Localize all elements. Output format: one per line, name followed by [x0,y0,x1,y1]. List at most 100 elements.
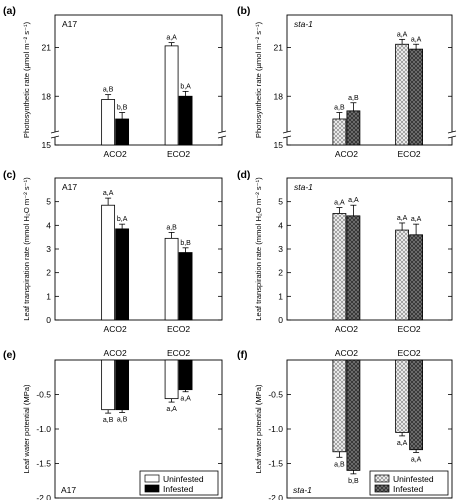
significance-label: a,B [334,105,345,112]
bar-infested-eco2 [409,48,424,146]
y-tick-label: -1.5 [268,459,283,469]
bar-uninfested-eco2 [164,359,179,400]
significance-label: a,A [166,406,177,413]
y-tick-label: 15 [274,140,284,150]
axis-break-mark [217,130,227,134]
bar-infested-eco2 [178,252,193,321]
significance-label: b,B [117,105,128,112]
significance-label: a,A [397,440,408,447]
significance-label: a,B [103,417,114,424]
y-axis-label: Photosynthetic rate (µmol m⁻² s⁻¹) [254,21,263,138]
y-tick-label: -1.0 [268,424,283,434]
y-tick-label: 21 [42,43,52,53]
y-tick-label: 0 [278,315,283,325]
axis-break-mark [447,135,457,139]
significance-label: a,A [411,36,422,43]
category-label: ECO2 [398,324,421,334]
axis-break-gap [283,132,291,137]
panel-tag: (b) [237,5,250,17]
genotype-label: A17 [61,485,76,495]
y-tick-label: -2.0 [36,493,51,500]
axis-break-mark [50,130,60,134]
panel-tag: (d) [237,169,250,181]
panel-a: (a) Photosynthetic rate (µmol m⁻² s⁻¹) 15 1… [3,5,227,159]
plot-frame [286,177,453,321]
category-label: ACO2 [335,348,358,358]
y-tick-label: -0.5 [36,390,51,400]
significance-label: a,B [166,224,177,231]
bar-infested-aco2 [115,228,130,321]
legend-label-uninfested: Uninfested [163,474,204,484]
y-tick-label: 4 [278,220,283,230]
bar-infested-aco2 [115,359,130,411]
genotype-label: sta-1 [294,182,313,192]
bar-uninfested-aco2 [101,359,116,411]
y-tick-label: 1 [46,291,51,301]
y-axis-label: Photosynthetic rate (µmol m⁻² s⁻¹) [22,21,31,138]
y-tick-label: 2 [278,268,283,278]
bar-uninfested-eco2 [395,229,410,321]
axis-break-gap [51,132,59,137]
panel-b: (b) Photosynthetic rate (µmol m⁻² s⁻¹) 15 1… [237,5,457,159]
bar-uninfested-eco2 [164,45,179,146]
category-label: ACO2 [104,149,127,159]
y-tick-label: 3 [278,244,283,254]
significance-label: b,B [348,478,359,485]
legend-swatch-uninfested [374,474,390,483]
y-tick-label: 4 [46,220,51,230]
category-label: ECO2 [167,324,190,334]
bar-uninfested-eco2 [164,237,179,321]
panel-d: (d) Leaf transpiration rate (mmol H₂O m⁻²… [237,169,453,334]
significance-label: a,B [348,95,359,102]
y-tick-label: -1.5 [36,459,51,469]
panel-f: (f) Leaf water potential (MPa) -2.0 -1.5 -1.… [237,348,453,500]
bar-infested-aco2 [346,359,361,471]
significance-label: a,A [411,456,422,463]
y-tick-label: 15 [42,140,52,150]
significance-label: b,A [117,216,128,223]
legend-swatch-infested [144,484,160,493]
y-tick-label: 1 [278,291,283,301]
axis-break-gap [218,132,226,137]
panel-tag: (e) [3,349,16,361]
y-axis-label: Leaf transpiration rate (mmol H₂O m⁻² s⁻… [254,177,263,321]
bar-infested-eco2 [178,359,193,391]
significance-label: a,A [348,197,359,204]
plot-frame [54,14,223,146]
y-tick-label: 18 [42,91,52,101]
axis-break-mark [447,130,457,134]
y-tick-label: 18 [274,91,284,101]
category-label: ECO2 [167,348,190,358]
category-label: ACO2 [335,149,358,159]
significance-label: a,A [166,35,177,42]
panel-tag: (c) [3,169,16,181]
category-label: ACO2 [104,348,127,358]
bar-infested-eco2 [409,234,424,321]
category-label: ACO2 [104,324,127,334]
legend-swatch-infested [374,484,390,493]
significance-label: a,A [334,200,345,207]
significance-label: a,A [180,396,191,403]
y-tick-label: -2.0 [268,493,283,500]
legend-label-infested: Infested [163,484,194,494]
genotype-label: sta-1 [294,19,313,29]
bar-uninfested-eco2 [395,43,410,146]
bar-infested-eco2 [178,95,193,146]
significance-label: a,A [397,31,408,38]
axis-break-gap [448,132,456,137]
y-tick-label: 5 [46,197,51,207]
panel-tag: (a) [3,5,16,17]
category-label: ECO2 [398,348,421,358]
panel-c: (c) Leaf transpiration rate (mmol H₂O m⁻²… [3,169,223,334]
genotype-label: A17 [62,19,77,29]
significance-label: a,A [411,216,422,223]
bar-uninfested-aco2 [101,204,116,321]
bar-uninfested-aco2 [332,359,347,453]
axis-break-mark [282,135,292,139]
significance-label: b,B [180,240,191,247]
category-label: ECO2 [398,149,421,159]
legend-swatch-uninfested [144,474,160,483]
